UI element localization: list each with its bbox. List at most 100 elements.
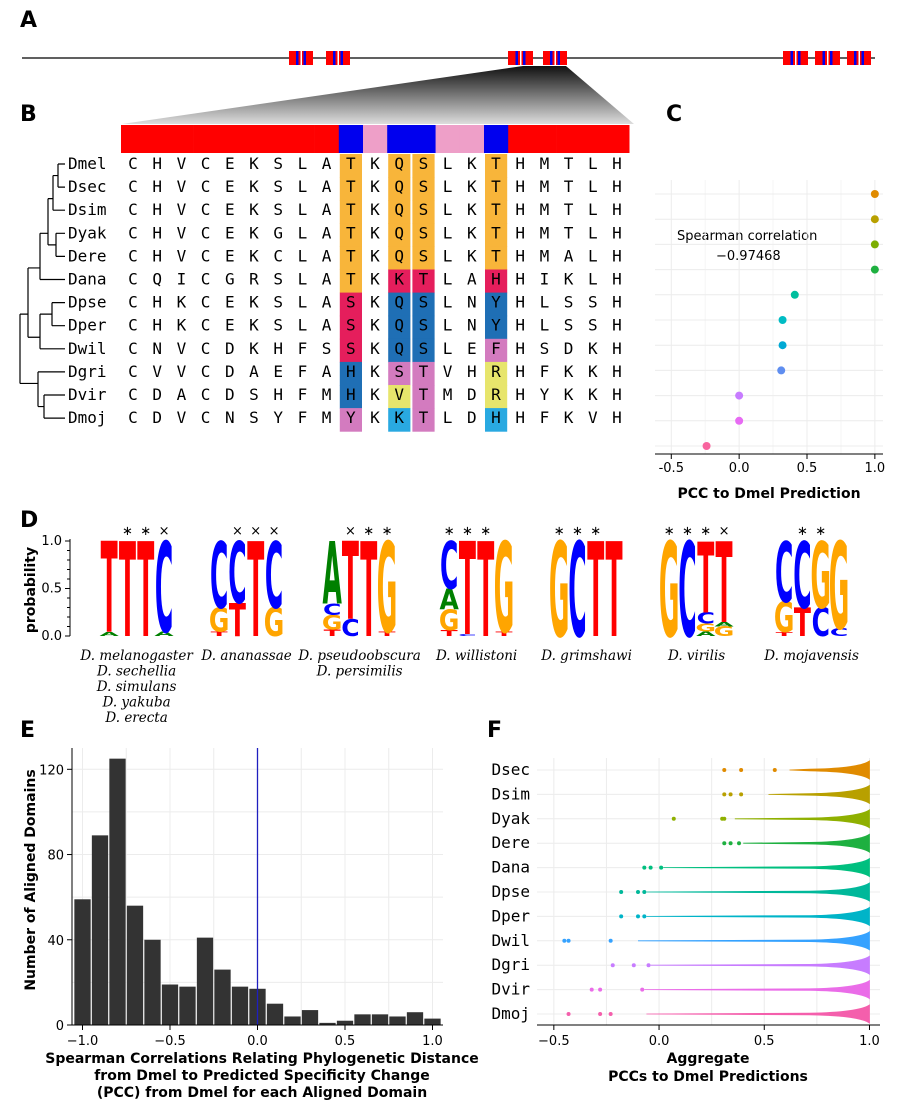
logo-letter: T (776, 631, 794, 637)
histogram-bar (336, 1020, 354, 1025)
violin-dper (646, 906, 870, 927)
logo-letter: T (716, 520, 733, 648)
residue: K (249, 316, 259, 335)
outlier-point (566, 938, 571, 943)
residue: A (322, 223, 332, 242)
residue: T (491, 154, 501, 173)
species-label: Dgri (68, 362, 107, 381)
residue: C (128, 362, 138, 381)
header-cell (556, 125, 582, 153)
residue: T (346, 177, 356, 196)
domain-stripe (858, 51, 860, 65)
residue: M (322, 408, 332, 427)
histogram-bar (231, 986, 249, 1025)
y-tick-label: 120 (39, 763, 64, 778)
outlier-point (631, 963, 636, 968)
logo-letter: G (264, 600, 285, 645)
header-cell (580, 125, 606, 153)
logo-letter: C (155, 518, 173, 662)
residue: L (588, 154, 598, 173)
residue: Q (394, 154, 404, 173)
residue: N (467, 316, 477, 335)
significance-mark: ∗ (664, 524, 675, 539)
species-label: Dpse (68, 293, 107, 312)
residue: L (298, 270, 308, 289)
outlier-point (619, 914, 624, 919)
outlier-point (636, 914, 641, 919)
violin-dere (743, 833, 870, 853)
residue: C (128, 270, 138, 289)
data-point-dyak (870, 240, 879, 249)
logo-letter: C (265, 523, 283, 629)
residue: K (249, 154, 259, 173)
data-point-dmoj (702, 442, 711, 450)
logo-letter: C (775, 526, 793, 622)
histogram-bar (406, 1012, 424, 1025)
residue-highlight (339, 223, 362, 247)
residue: S (588, 293, 598, 312)
residue-highlight (485, 385, 508, 409)
logo-1: TGC TC T GC× × ×D. ananassae (200, 517, 291, 668)
logo-letter: G (695, 621, 716, 634)
residue: V (177, 246, 187, 265)
residue: H (612, 339, 622, 358)
residue: T (346, 200, 356, 219)
histogram-bar (284, 1016, 301, 1025)
species-name: D. yakuba (102, 695, 171, 711)
panel-label-e: E (20, 718, 35, 743)
residue: R (491, 385, 501, 404)
logo-letter: A (99, 631, 118, 637)
header-cell (387, 125, 412, 153)
residue: K (564, 270, 574, 289)
residue: L (540, 316, 550, 335)
residue: L (298, 246, 308, 265)
residue: C (128, 339, 138, 358)
residue: D (225, 362, 235, 381)
residue: H (515, 408, 525, 427)
residue: H (515, 246, 525, 265)
residue: S (346, 339, 356, 358)
histogram-bar (161, 984, 179, 1025)
residue: H (612, 223, 622, 242)
domain-stripe (340, 51, 343, 65)
residue: T (346, 246, 356, 265)
residue-highlight (412, 246, 435, 270)
residue-highlight (412, 200, 435, 224)
histogram-bar (109, 758, 126, 1025)
residue-highlight (485, 292, 508, 317)
domain-stripe (830, 51, 833, 65)
residue: A (322, 293, 332, 312)
residue: C (201, 316, 211, 335)
residue: H (612, 200, 622, 219)
residue: S (273, 270, 283, 289)
logo-letter: T (342, 521, 359, 645)
domain-stripe (523, 51, 526, 65)
residue: H (515, 385, 525, 404)
outlier-point (728, 792, 733, 797)
residue: V (177, 339, 187, 358)
logo-letter: T (441, 629, 459, 638)
significance-mark: ∗ (462, 524, 473, 539)
logo-letter: C (440, 528, 458, 605)
histogram-bar (319, 1022, 336, 1025)
header-cell (266, 125, 291, 153)
outlier-point (722, 768, 727, 772)
residue: A (322, 177, 332, 196)
residue: E (225, 200, 235, 219)
dot-chart-c: Spearman correlation −0.97468 PCC to Dme… (655, 180, 885, 502)
species-name: D. ananassae (200, 648, 291, 664)
residue: S (419, 177, 429, 196)
logo-letter: G (439, 605, 460, 638)
outlier-point (722, 792, 727, 797)
residue: K (588, 339, 598, 358)
header-cell (217, 125, 243, 153)
logo-letter: G (494, 518, 515, 662)
domain-stripe (296, 51, 299, 65)
residue-highlight (339, 338, 362, 363)
outlier-point (640, 987, 645, 992)
violin-dpse (646, 882, 870, 902)
outlier-point (589, 987, 594, 992)
residue: T (564, 154, 574, 173)
